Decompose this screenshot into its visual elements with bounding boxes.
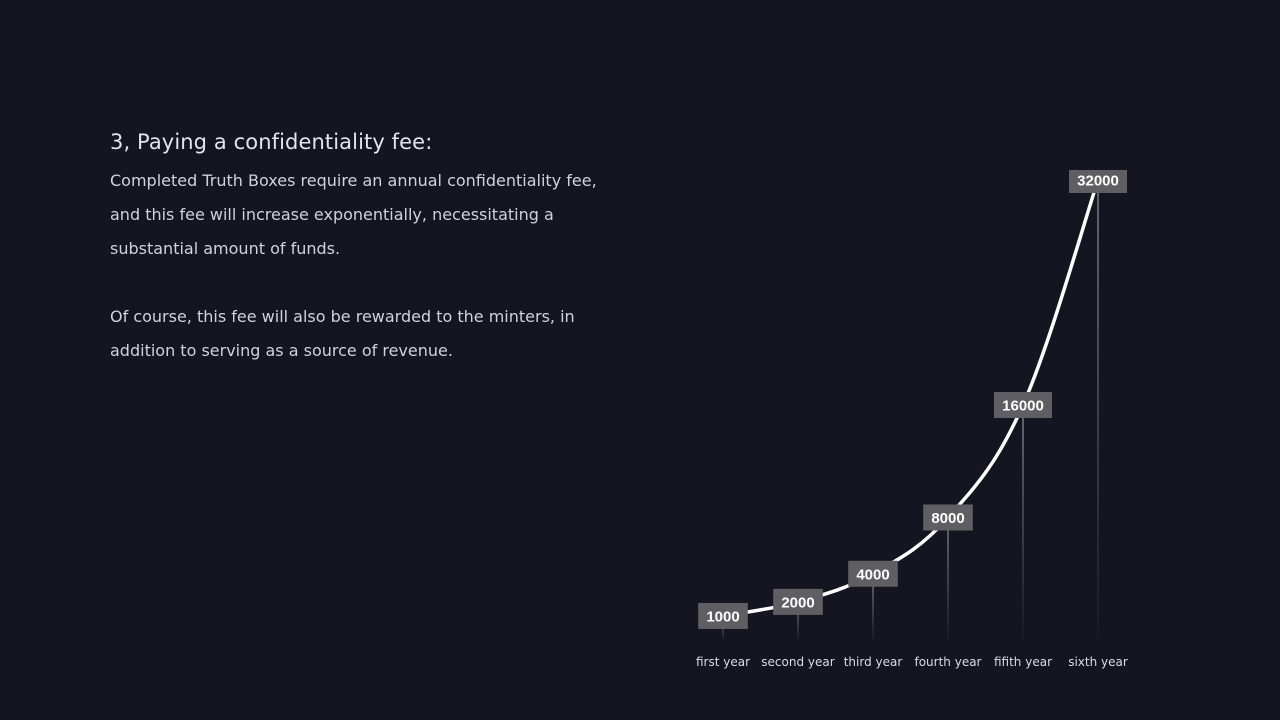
data-label-box [994, 392, 1052, 418]
drop-line [947, 517, 949, 640]
x-tick-label: second year [761, 655, 834, 669]
data-label-box [923, 504, 973, 531]
slide-heading: 3, Paying a confidentiality fee: [110, 130, 433, 154]
paragraph-fee-description: Completed Truth Boxes require an annual … [110, 171, 597, 258]
data-label-box [698, 602, 748, 629]
data-label: 4000 [848, 560, 898, 587]
data-label-text: 1000 [706, 608, 739, 625]
data-label-box [1069, 170, 1127, 193]
data-label: 32000 [1069, 170, 1127, 193]
x-tick-label: fifith year [994, 655, 1052, 669]
x-tick-label: fourth year [914, 655, 981, 669]
x-tick-label: third year [844, 655, 903, 669]
data-label-text: 32000 [1077, 173, 1119, 190]
data-label-box [773, 588, 823, 615]
data-label-text: 4000 [856, 566, 889, 583]
data-label-text: 2000 [781, 594, 814, 611]
fee-growth-chart: 1000 2000 4000 8000 16000 32000 first year sec… [696, 170, 1128, 669]
x-tick-label: sixth year [1068, 655, 1128, 669]
data-label: 1000 [698, 602, 748, 629]
data-label: 8000 [923, 504, 973, 531]
data-label-text: 8000 [931, 510, 964, 527]
drop-line [1022, 405, 1024, 640]
data-label-box [848, 560, 898, 587]
paragraph-fee-reward: Of course, this fee will also be rewarde… [110, 307, 575, 360]
x-tick-label: first year [696, 655, 750, 669]
drop-line [872, 573, 874, 640]
data-label: 16000 [994, 392, 1052, 418]
text-block: 3, Paying a confidentiality fee: Complet… [110, 130, 630, 368]
drop-line [797, 601, 799, 640]
drop-line [1097, 180, 1099, 640]
data-label-text: 16000 [1002, 398, 1044, 415]
data-label: 2000 [773, 588, 823, 615]
